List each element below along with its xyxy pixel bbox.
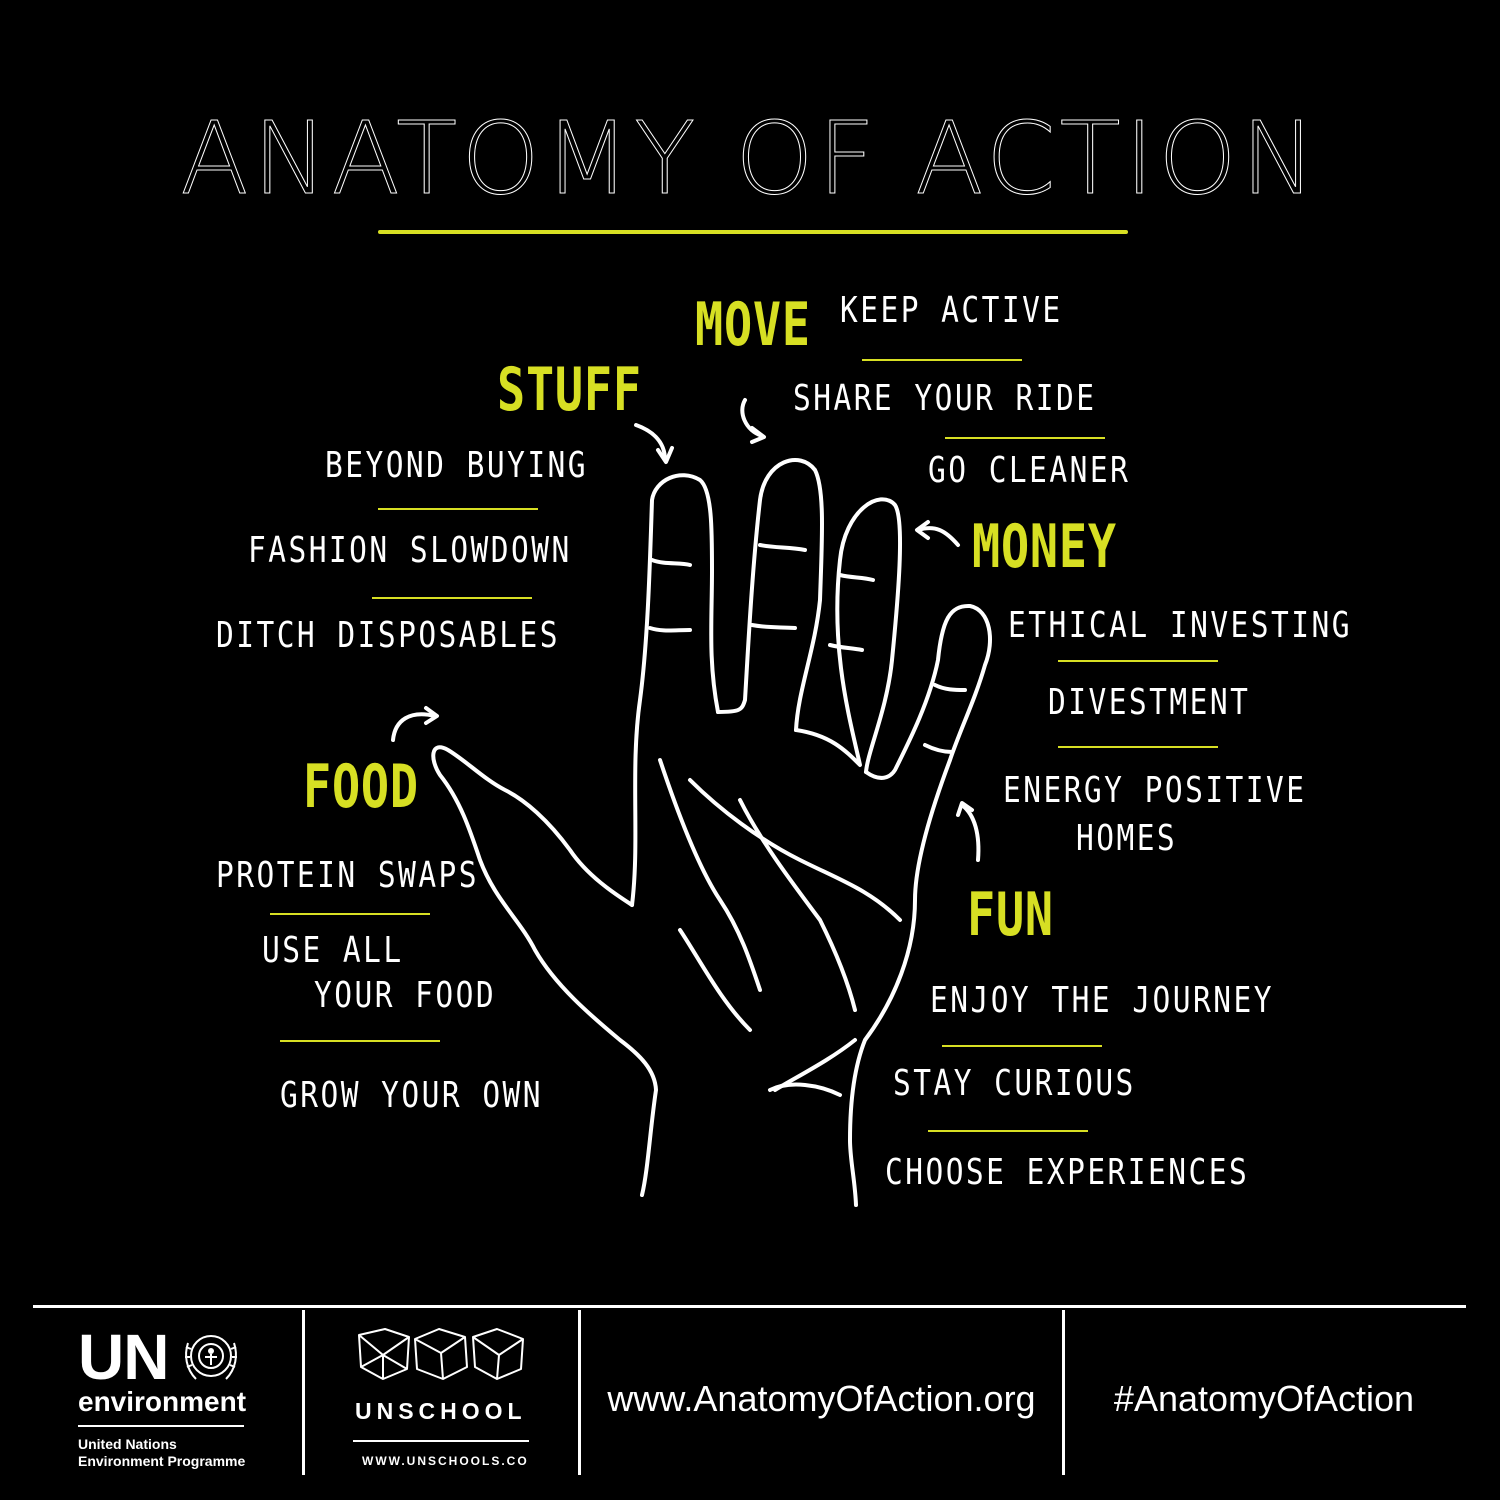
category-move: MOVE <box>695 290 811 360</box>
category-fun: FUN <box>967 880 1054 950</box>
divider <box>378 508 538 510</box>
divider <box>945 437 1105 439</box>
category-money: MONEY <box>972 512 1117 582</box>
un-emblem-icon <box>185 1335 237 1380</box>
item-go-cleaner: GO CLEANER <box>928 450 1131 491</box>
hashtag[interactable]: #AnatomyOfAction <box>1113 1378 1415 1419</box>
item-ethical-investing: ETHICAL INVESTING <box>1008 605 1352 646</box>
item-energy-positive: ENERGY POSITIVE <box>1003 770 1307 811</box>
item-your-food: YOUR FOOD <box>314 975 497 1016</box>
item-grow-your-own: GROW YOUR OWN <box>280 1075 544 1116</box>
item-divestment: DIVESTMENT <box>1048 682 1251 723</box>
item-homes: HOMES <box>1076 818 1178 859</box>
item-choose-experiences: CHOOSE EXPERIENCES <box>885 1152 1250 1193</box>
item-protein-swaps: PROTEIN SWAPS <box>216 855 480 896</box>
category-food: FOOD <box>303 752 419 822</box>
divider <box>270 913 430 915</box>
item-use-all: USE ALL <box>262 930 404 971</box>
unschool-url[interactable]: WWW.UNSCHOOLS.CO <box>362 1454 529 1468</box>
item-keep-active: KEEP ACTIVE <box>840 290 1063 331</box>
item-share-your-ride: SHARE YOUR RIDE <box>793 378 1097 419</box>
title-underline <box>378 230 1128 234</box>
un-logo-sub-line1: United Nations <box>78 1436 177 1452</box>
item-stay-curious: STAY CURIOUS <box>893 1063 1136 1104</box>
divider <box>942 1045 1102 1047</box>
page-title: ANATOMY OF ACTION <box>180 100 1320 218</box>
unschool-shapes-icon <box>358 1328 524 1380</box>
un-logo-subtitle: United Nations Environment Programme <box>78 1436 245 1470</box>
footer-separator <box>1062 1310 1065 1475</box>
un-logo-sub-line2: Environment Programme <box>78 1453 246 1469</box>
divider <box>280 1040 440 1042</box>
footer-separator <box>302 1310 305 1475</box>
item-beyond-buying: BEYOND BUYING <box>325 445 589 486</box>
item-fashion-slowdown: FASHION SLOWDOWN <box>248 530 572 571</box>
footer-divider <box>33 1305 1466 1308</box>
divider <box>928 1130 1088 1132</box>
divider <box>1058 746 1218 748</box>
un-logo-text: UN <box>78 1321 169 1393</box>
un-logo-word: environment <box>78 1386 247 1417</box>
divider <box>862 359 1022 361</box>
divider <box>1058 660 1218 662</box>
un-logo-rule <box>78 1425 244 1427</box>
divider <box>372 597 532 599</box>
item-enjoy-the-journey: ENJOY THE JOURNEY <box>930 980 1274 1021</box>
website-link[interactable]: www.AnatomyOfAction.org <box>607 1378 1036 1419</box>
footer-separator <box>578 1310 581 1475</box>
item-ditch-disposables: DITCH DISPOSABLES <box>216 615 560 656</box>
unschool-name: UNSCHOOL <box>355 1398 527 1424</box>
unschool-rule <box>353 1440 529 1442</box>
category-stuff: STUFF <box>497 355 642 425</box>
